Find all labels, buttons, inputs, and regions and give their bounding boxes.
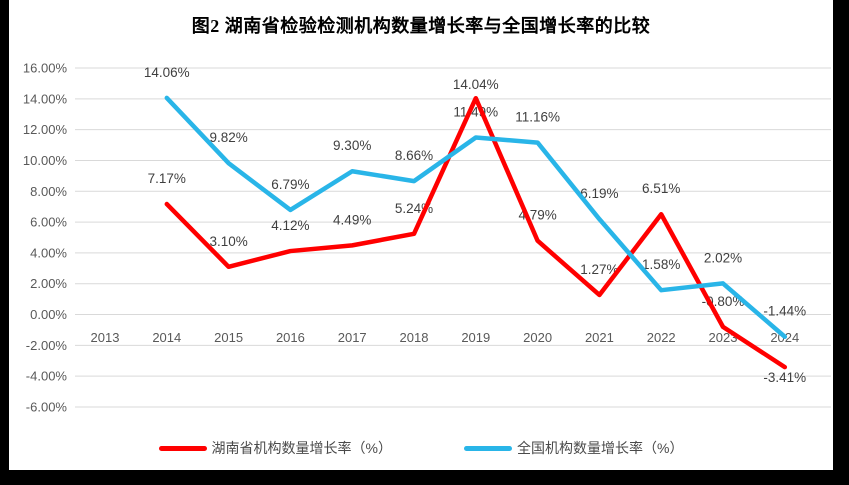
- y-axis-tick-label: 0.00%: [30, 307, 67, 322]
- chart-panel: 图2 湖南省检验检测机构数量增长率与全国增长率的比较 16.00% 14.00% 1…: [9, 0, 833, 470]
- y-axis-tick-label: 4.00%: [30, 245, 67, 260]
- y-axis-tick-label: 2.00%: [30, 276, 67, 291]
- x-axis-tick-label: 2013: [91, 330, 120, 345]
- legend-label: 湖南省机构数量增长率（%）: [211, 440, 392, 456]
- data-label: 6.51%: [642, 181, 680, 196]
- data-label: -1.44%: [763, 304, 806, 319]
- y-axis-tick-label: 12.00%: [23, 122, 68, 137]
- x-axis-tick-label: 2014: [152, 330, 181, 345]
- x-axis-tick-label: 2019: [461, 330, 490, 345]
- y-axis-tick-label: 6.00%: [30, 215, 67, 230]
- line-chart-canvas: 16.00% 14.00% 12.00% 10.00% 8.00% 6.00% 4.00% 2…: [23, 61, 831, 415]
- y-axis-tick-label: 8.00%: [30, 184, 67, 199]
- data-label: 1.58%: [642, 257, 680, 272]
- data-label: -3.41%: [763, 370, 806, 385]
- y-axis-tick-label: -6.00%: [26, 400, 68, 415]
- data-label: 9.30%: [333, 138, 371, 153]
- series-line-1: [164, 95, 788, 339]
- y-axis-tick-label: 14.00%: [23, 91, 68, 106]
- data-label: 14.06%: [144, 65, 190, 80]
- data-label: 1.27%: [580, 262, 618, 277]
- y-axis-tick-label: 16.00%: [23, 61, 68, 76]
- x-axis-tick-label: 2020: [523, 330, 552, 345]
- chart-title: 图2 湖南省检验检测机构数量增长率与全国增长率的比较: [191, 16, 651, 36]
- y-axis-tick-label: 10.00%: [23, 153, 68, 168]
- x-axis-tick-label: 2017: [338, 330, 367, 345]
- data-label: 9.82%: [209, 130, 247, 145]
- data-label: 6.19%: [580, 186, 618, 201]
- legend-item: 湖南省机构数量增长率（%）: [158, 438, 392, 458]
- data-label: 4.12%: [271, 218, 309, 233]
- x-axis-tick-label: 2018: [400, 330, 429, 345]
- legend-item: 全国机构数量增长率（%）: [464, 438, 683, 458]
- series-line-0: [164, 95, 788, 370]
- legend-line-swatch: [464, 445, 512, 451]
- data-label: 4.49%: [333, 212, 371, 227]
- chart-legend: 湖南省机构数量增长率（%） 全国机构数量增长率（%）: [9, 437, 833, 459]
- data-label: 14.04%: [453, 77, 499, 92]
- data-label: 8.66%: [395, 148, 433, 163]
- data-label: 11.16%: [515, 110, 560, 125]
- legend-label: 全国机构数量增长率（%）: [517, 440, 684, 456]
- data-label: 7.17%: [148, 171, 186, 186]
- data-label: 3.10%: [209, 234, 247, 249]
- y-axis-tick-label: -4.00%: [26, 369, 68, 384]
- legend-line-swatch: [158, 445, 207, 451]
- x-axis-tick-label: 2021: [585, 330, 614, 345]
- data-label: 11.49%: [453, 104, 498, 119]
- x-axis-tick-label: 2022: [647, 330, 676, 345]
- data-label: 2.02%: [704, 250, 742, 265]
- data-label: 6.79%: [271, 177, 309, 192]
- y-axis-tick-label: -2.00%: [26, 338, 68, 353]
- x-axis-tick-label: 2016: [276, 330, 305, 345]
- x-axis-tick-label: 2015: [214, 330, 243, 345]
